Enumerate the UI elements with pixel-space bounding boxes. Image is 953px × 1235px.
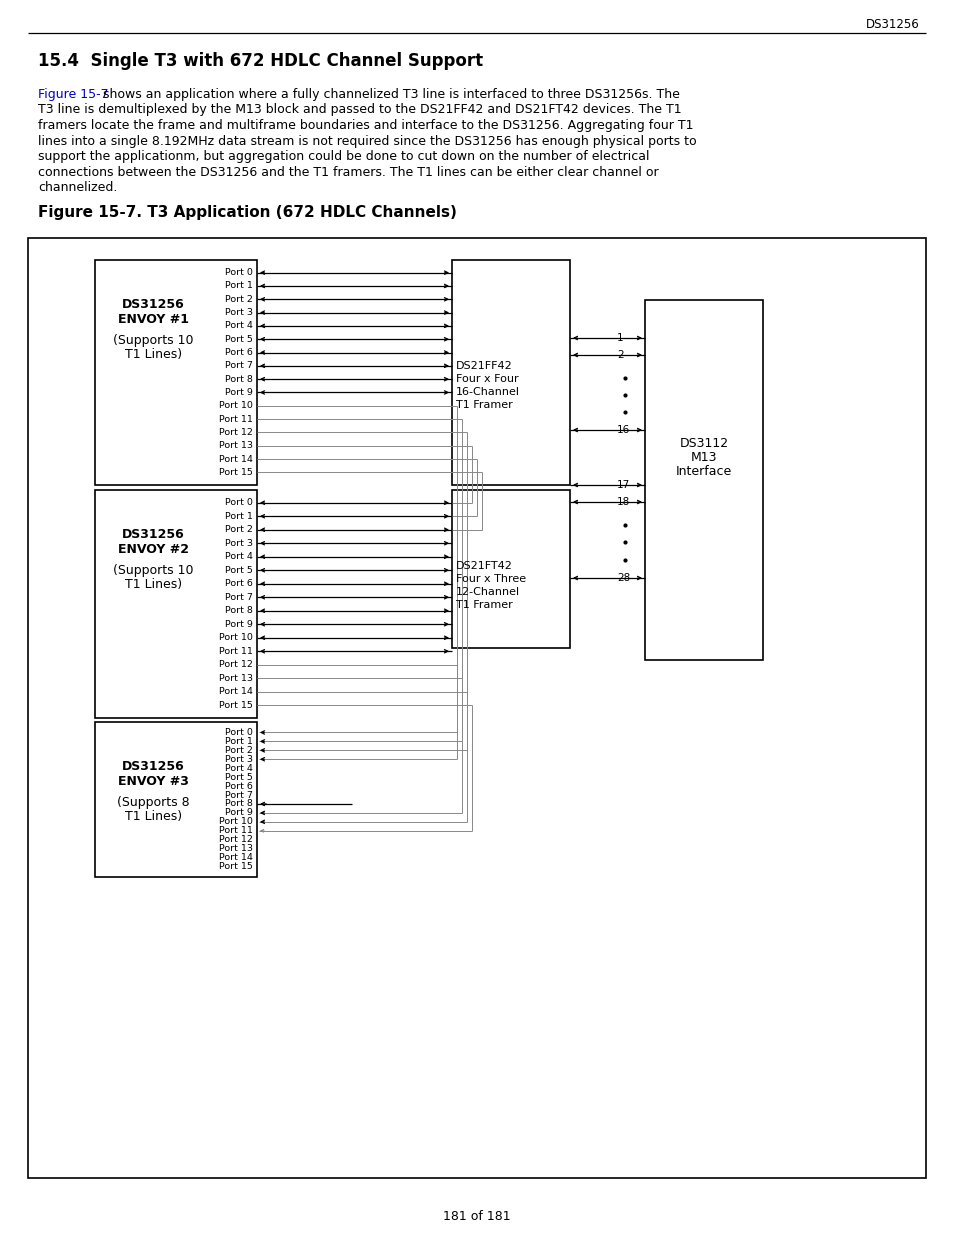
Text: Port 13: Port 13: [219, 845, 253, 853]
Text: Interface: Interface: [675, 464, 731, 478]
Text: Port 6: Port 6: [225, 579, 253, 588]
Text: Port 12: Port 12: [219, 661, 253, 669]
Text: lines into a single 8.192MHz data stream is not required since the DS31256 has e: lines into a single 8.192MHz data stream…: [38, 135, 696, 147]
Bar: [95, 490, 256, 718]
Bar: [95, 261, 256, 485]
Text: ENVOY #1: ENVOY #1: [118, 312, 189, 326]
Text: Port 14: Port 14: [219, 853, 253, 862]
Text: Port 15: Port 15: [219, 700, 253, 710]
Text: Port 7: Port 7: [225, 362, 253, 370]
Text: T3 line is demultiplexed by the M13 block and passed to the DS21FF42 and DS21FT4: T3 line is demultiplexed by the M13 bloc…: [38, 104, 680, 116]
Text: Port 0: Port 0: [225, 727, 253, 737]
Text: T1 Framer: T1 Framer: [456, 400, 512, 410]
Text: Port 9: Port 9: [225, 388, 253, 396]
Text: 2: 2: [617, 350, 623, 359]
Bar: [95, 722, 256, 877]
Text: Port 3: Port 3: [225, 308, 253, 317]
Text: DS21FF42: DS21FF42: [456, 362, 512, 372]
Text: DS21FT42: DS21FT42: [456, 561, 513, 571]
Text: Port 13: Port 13: [219, 441, 253, 451]
Text: DS3112: DS3112: [679, 437, 728, 450]
Text: Figure 15-7. T3 Application (672 HDLC Channels): Figure 15-7. T3 Application (672 HDLC Ch…: [38, 205, 456, 220]
Text: T1 Framer: T1 Framer: [456, 600, 512, 610]
Text: 16: 16: [617, 425, 630, 435]
Text: Port 8: Port 8: [225, 374, 253, 384]
Text: Port 0: Port 0: [225, 498, 253, 508]
Bar: [28, 238, 925, 1178]
Text: shows an application where a fully channelized T3 line is interfaced to three DS: shows an application where a fully chann…: [99, 88, 679, 101]
Text: ENVOY #3: ENVOY #3: [118, 776, 189, 788]
Text: (Supports 10: (Supports 10: [113, 333, 193, 347]
Text: 12-Channel: 12-Channel: [456, 587, 519, 597]
Bar: [452, 261, 569, 485]
Text: DS31256: DS31256: [122, 298, 185, 311]
Text: Port 4: Port 4: [225, 763, 253, 773]
Text: 18: 18: [617, 496, 630, 508]
Text: M13: M13: [690, 451, 717, 464]
Text: Port 2: Port 2: [225, 525, 253, 535]
Text: Port 1: Port 1: [225, 737, 253, 746]
Text: Port 10: Port 10: [219, 401, 253, 410]
Text: Port 9: Port 9: [225, 620, 253, 629]
Text: ENVOY #2: ENVOY #2: [118, 543, 189, 556]
Text: support the applicationm, but aggregation could be done to cut down on the numbe: support the applicationm, but aggregatio…: [38, 149, 649, 163]
Text: Port 8: Port 8: [225, 799, 253, 809]
Text: 16-Channel: 16-Channel: [456, 388, 519, 398]
Text: Figure 15-7: Figure 15-7: [38, 88, 109, 101]
Text: Port 7: Port 7: [225, 790, 253, 799]
Bar: [644, 300, 762, 659]
Text: Port 12: Port 12: [219, 835, 253, 845]
Text: T1 Lines): T1 Lines): [125, 810, 182, 823]
Text: channelized.: channelized.: [38, 182, 117, 194]
Text: DS31256: DS31256: [865, 19, 919, 31]
Text: Port 0: Port 0: [225, 268, 253, 277]
Text: Port 5: Port 5: [225, 566, 253, 574]
Text: Port 4: Port 4: [225, 321, 253, 331]
Text: Port 15: Port 15: [219, 862, 253, 871]
Text: 28: 28: [617, 573, 630, 583]
Text: Port 11: Port 11: [219, 415, 253, 424]
Text: Port 5: Port 5: [225, 335, 253, 343]
Text: T1 Lines): T1 Lines): [125, 348, 182, 361]
Text: Port 6: Port 6: [225, 348, 253, 357]
Text: 17: 17: [617, 480, 630, 490]
Text: DS31256: DS31256: [122, 529, 185, 541]
Text: Port 11: Port 11: [219, 647, 253, 656]
Text: Port 5: Port 5: [225, 773, 253, 782]
Text: Port 1: Port 1: [225, 511, 253, 521]
Text: Port 4: Port 4: [225, 552, 253, 561]
Text: Port 9: Port 9: [225, 809, 253, 818]
Text: Port 3: Port 3: [225, 538, 253, 548]
Text: 15.4  Single T3 with 672 HDLC Channel Support: 15.4 Single T3 with 672 HDLC Channel Sup…: [38, 52, 482, 70]
Text: (Supports 8: (Supports 8: [117, 797, 190, 809]
Text: Port 12: Port 12: [219, 427, 253, 437]
Text: Port 1: Port 1: [225, 282, 253, 290]
Text: connections between the DS31256 and the T1 framers. The T1 lines can be either c: connections between the DS31256 and the …: [38, 165, 658, 179]
Bar: [452, 490, 569, 648]
Text: framers locate the frame and multiframe boundaries and interface to the DS31256.: framers locate the frame and multiframe …: [38, 119, 693, 132]
Text: Four x Four: Four x Four: [456, 374, 518, 384]
Text: (Supports 10: (Supports 10: [113, 564, 193, 577]
Text: DS31256: DS31256: [122, 760, 185, 773]
Text: 1: 1: [617, 333, 623, 343]
Text: Port 10: Port 10: [219, 818, 253, 826]
Text: Port 8: Port 8: [225, 606, 253, 615]
Text: Port 14: Port 14: [219, 454, 253, 463]
Text: Port 2: Port 2: [225, 295, 253, 304]
Text: Port 15: Port 15: [219, 468, 253, 477]
Text: Port 2: Port 2: [225, 746, 253, 755]
Text: T1 Lines): T1 Lines): [125, 578, 182, 592]
Text: Port 6: Port 6: [225, 782, 253, 790]
Text: Port 13: Port 13: [219, 674, 253, 683]
Text: 181 of 181: 181 of 181: [443, 1210, 510, 1223]
Text: Port 3: Port 3: [225, 755, 253, 763]
Text: Four x Three: Four x Three: [456, 574, 525, 584]
Text: Port 14: Port 14: [219, 687, 253, 697]
Text: Port 10: Port 10: [219, 634, 253, 642]
Text: Port 7: Port 7: [225, 593, 253, 601]
Text: Port 11: Port 11: [219, 826, 253, 835]
